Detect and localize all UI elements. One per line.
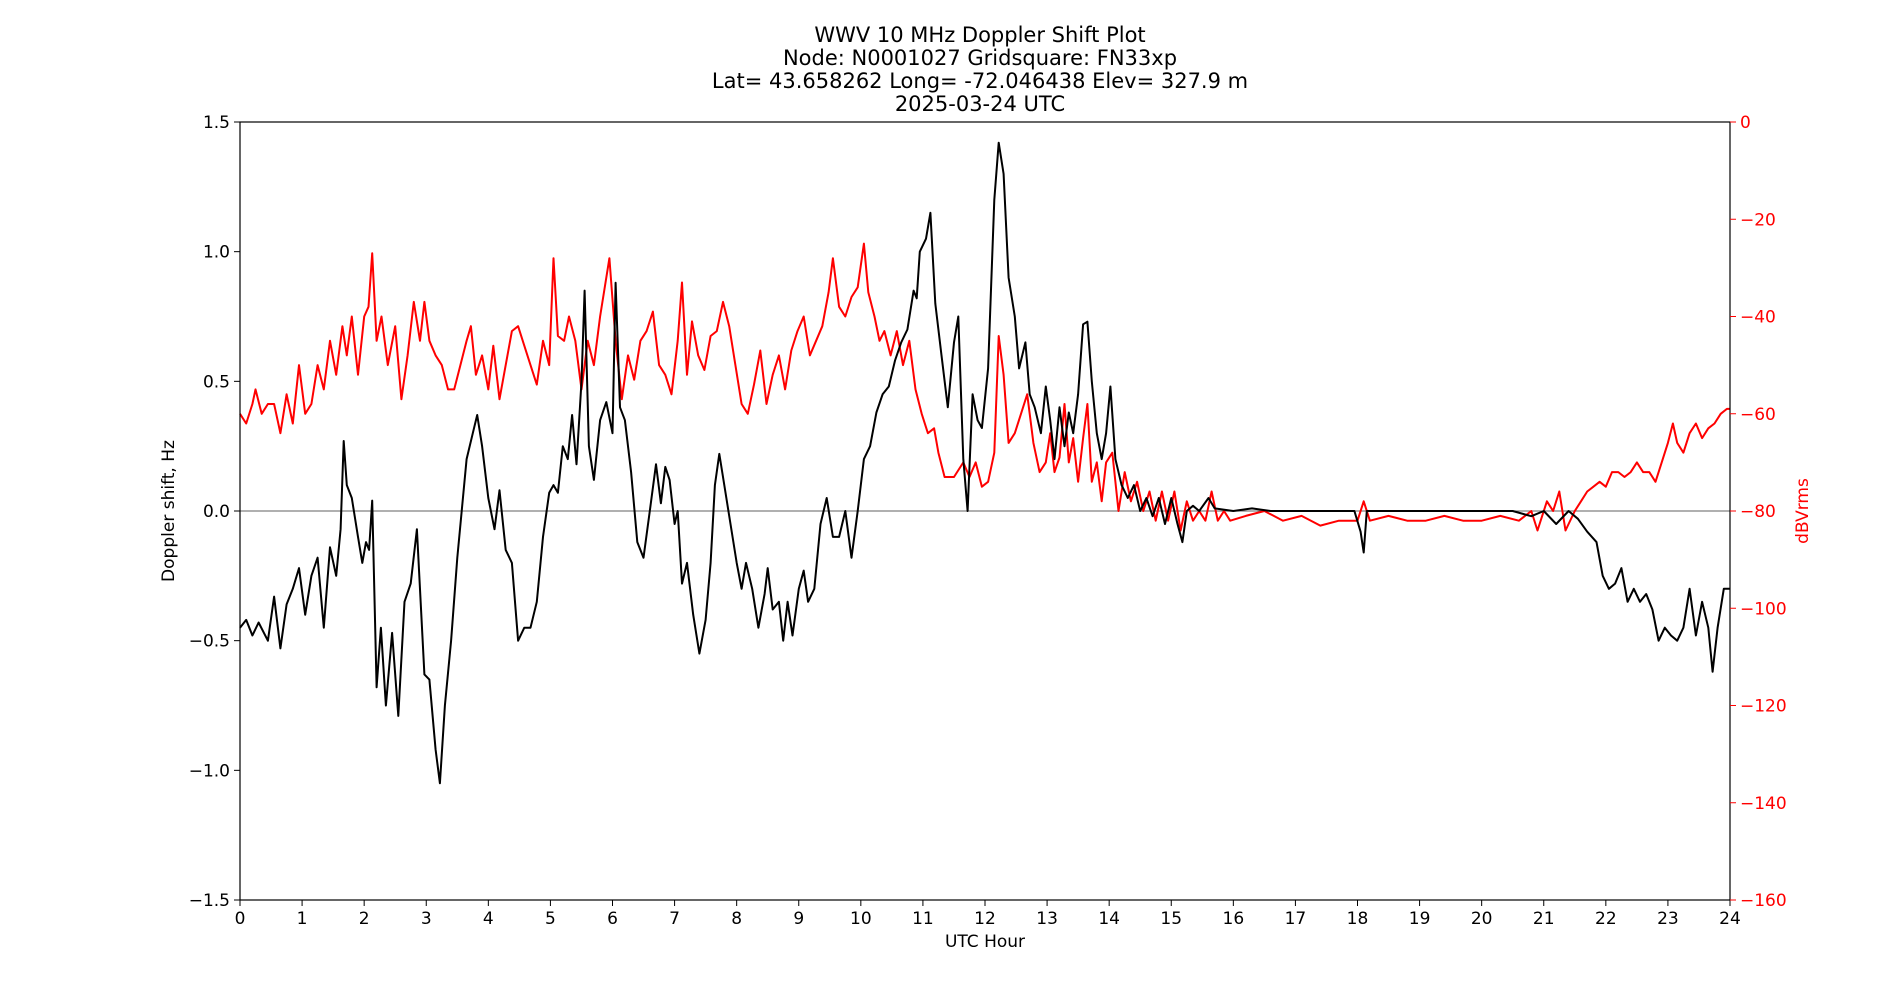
x-tick-label: 22: [1595, 909, 1617, 929]
x-tick-label: 5: [545, 909, 556, 929]
x-tick-label: 17: [1285, 909, 1307, 929]
y-left-tick-label: −1.0: [189, 761, 230, 781]
y-axis-left-label: Doppler shift, Hz: [159, 440, 179, 582]
x-tick-label: 0: [235, 909, 246, 929]
x-tick-label: 11: [912, 909, 934, 929]
y-axis-right: 0 −20 −40 −60 −80 −100 −120 −140 −160: [1730, 113, 1787, 911]
x-tick-label: 12: [974, 909, 996, 929]
x-tick-label: 1: [297, 909, 308, 929]
y-right-tick-label: −140: [1740, 794, 1787, 814]
x-tick-label: 19: [1409, 909, 1431, 929]
x-tick-label: 3: [421, 909, 432, 929]
y-right-tick-label: −40: [1740, 308, 1776, 328]
x-tick-label: 10: [850, 909, 872, 929]
y-right-tick-label: −160: [1740, 891, 1787, 911]
plot-area: [239, 141, 1730, 785]
x-tick-label: 14: [1098, 909, 1120, 929]
x-tick-label: 23: [1657, 909, 1679, 929]
x-tick-label: 24: [1719, 909, 1741, 929]
x-tick-label: 18: [1347, 909, 1369, 929]
title-line-4: 2025-03-24 UTC: [895, 92, 1065, 116]
x-tick-label: 6: [607, 909, 618, 929]
x-tick-label: 9: [793, 909, 804, 929]
x-tick-label: 20: [1471, 909, 1493, 929]
y-axis-left: 1.5 1.0 0.5 0.0 −0.5 −1.0 −1.5: [189, 113, 240, 911]
y-right-tick-label: −20: [1740, 210, 1776, 230]
y-left-tick-label: 0.0: [203, 502, 230, 522]
signal-level-series-line: [239, 242, 1730, 532]
y-left-tick-label: 1.5: [203, 113, 230, 133]
y-right-tick-label: −100: [1740, 599, 1787, 619]
x-tick-label: 15: [1160, 909, 1182, 929]
y-axis-right-label: dBVrms: [1793, 478, 1813, 544]
y-right-tick-label: −60: [1740, 405, 1776, 425]
y-left-tick-label: 0.5: [203, 372, 230, 392]
x-tick-label: 4: [483, 909, 494, 929]
x-tick-label: 7: [669, 909, 680, 929]
title-line-3: Lat= 43.658262 Long= -72.046438 Elev= 32…: [712, 69, 1248, 93]
x-tick-label: 8: [731, 909, 742, 929]
y-right-tick-label: −80: [1740, 502, 1776, 522]
chart-title: WWV 10 MHz Doppler Shift Plot Node: N000…: [712, 23, 1248, 116]
x-axis-label: UTC Hour: [945, 932, 1025, 952]
y-left-tick-label: 1.0: [203, 243, 230, 263]
x-tick-label: 16: [1223, 909, 1245, 929]
y-right-tick-label: −120: [1740, 697, 1787, 717]
x-tick-label: 13: [1036, 909, 1058, 929]
doppler-shift-series-line: [239, 141, 1730, 785]
y-left-tick-label: −0.5: [189, 632, 230, 652]
title-line-1: WWV 10 MHz Doppler Shift Plot: [814, 23, 1145, 47]
title-line-2: Node: N0001027 Gridsquare: FN33xp: [783, 46, 1177, 70]
x-axis: 0 1 2 3 4 5 6 7 8 9 10 11 12 13 14 15 16 17 18 19 20 21 22 23 24: [235, 900, 1741, 929]
y-right-tick-label: 0: [1740, 113, 1751, 133]
x-tick-label: 21: [1533, 909, 1555, 929]
x-tick-label: 2: [359, 909, 370, 929]
y-left-tick-label: −1.5: [189, 891, 230, 911]
